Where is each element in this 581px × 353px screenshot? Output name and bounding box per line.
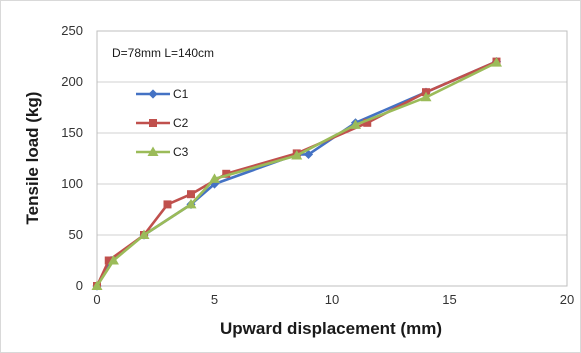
data-point-C2 xyxy=(222,169,231,178)
x-tick-label: 5 xyxy=(211,292,218,307)
data-point-C1 xyxy=(303,149,314,160)
data-point-C3 xyxy=(491,57,502,67)
data-point-C2 xyxy=(187,190,195,199)
y-tick-label: 250 xyxy=(61,23,83,38)
plot-area-frame xyxy=(96,30,568,287)
data-point-C3 xyxy=(185,198,197,209)
y-tick-label: 150 xyxy=(61,125,83,140)
data-point-C3 xyxy=(138,229,150,239)
y-tick-label: 0 xyxy=(76,278,83,293)
x-tick-label: 20 xyxy=(560,292,574,307)
legend-marker-C3 xyxy=(147,146,159,156)
y-tick-label: 50 xyxy=(69,227,83,242)
x-tick-label: 10 xyxy=(325,292,339,307)
data-point-C3 xyxy=(209,173,220,183)
legend: C1 C2 C3 xyxy=(136,87,189,159)
series-C3 xyxy=(91,57,502,290)
data-point-C2 xyxy=(363,118,372,127)
data-point-C3 xyxy=(107,255,119,265)
y-tick-label: 100 xyxy=(61,176,83,191)
legend-label-C2: C2 xyxy=(173,116,189,130)
x-tick-labels: 0 5 10 15 20 xyxy=(93,292,574,307)
data-point-C3 xyxy=(291,149,303,160)
y-tick-labels: 0 50 100 150 200 250 xyxy=(61,23,83,293)
series-lines xyxy=(91,57,502,291)
data-point-C2 xyxy=(104,256,113,265)
y-axis-title: Tensile load (kg) xyxy=(23,92,42,225)
data-point-C3 xyxy=(350,119,361,129)
legend-marker-C1 xyxy=(148,89,158,99)
data-point-C3 xyxy=(91,280,103,290)
x-axis-title: Upward displacement (mm) xyxy=(220,319,442,338)
x-tick-label: 0 xyxy=(93,292,100,307)
y-tick-label: 200 xyxy=(61,74,83,89)
annotation-text: D=78mm L=140cm xyxy=(112,46,214,60)
x-tick-label: 15 xyxy=(442,292,456,307)
legend-marker-C2 xyxy=(149,119,157,127)
data-point-C2 xyxy=(163,200,172,209)
legend-label-C3: C3 xyxy=(173,145,189,159)
data-point-C3 xyxy=(420,91,432,102)
legend-label-C1: C1 xyxy=(173,87,189,101)
